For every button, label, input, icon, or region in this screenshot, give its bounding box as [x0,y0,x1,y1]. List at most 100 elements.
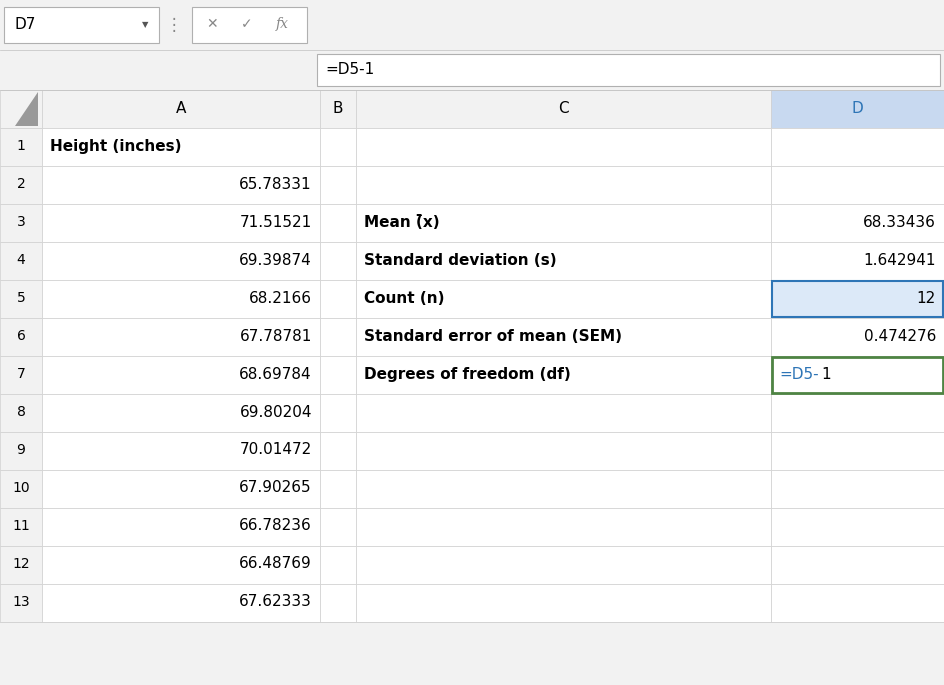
Bar [771,128,944,166]
Text: 8: 8 [17,405,25,419]
Bar [42,204,320,242]
Text: 68.2166: 68.2166 [249,290,312,306]
Bar [0,508,42,546]
Text: 66.78236: 66.78236 [239,519,312,534]
Text: Degrees of freedom (df): Degrees of freedom (df) [364,366,571,382]
Bar [0,204,42,242]
Text: A: A [176,101,186,116]
Bar [771,508,944,546]
Bar [772,357,943,393]
Bar [320,318,356,356]
Bar [356,128,771,166]
Bar [192,7,307,43]
Text: ✕: ✕ [206,17,218,31]
Text: ✓: ✓ [241,17,253,31]
Text: 11: 11 [12,519,30,533]
Text: 9: 9 [17,443,25,457]
Bar [320,204,356,242]
Bar [42,356,320,394]
Bar [320,394,356,432]
Text: 1: 1 [821,366,831,382]
Text: 13: 13 [12,595,30,609]
Bar [0,242,42,280]
Bar [356,204,771,242]
Bar [771,584,944,622]
Bar [42,90,320,128]
Bar [772,281,943,317]
Text: D: D [851,101,864,116]
Text: Standard error of mean (SEM): Standard error of mean (SEM) [364,329,622,343]
Bar [42,394,320,432]
Text: Mean (̄x): Mean (̄x) [364,214,440,229]
Bar [0,90,944,128]
Bar [771,90,944,128]
Bar [42,584,320,622]
Bar [356,432,771,470]
Bar [356,90,771,128]
Bar [356,356,771,394]
Text: 3: 3 [17,215,25,229]
Text: 6: 6 [17,329,25,343]
Bar [771,356,944,394]
Bar [320,242,356,280]
Bar [771,432,944,470]
Text: 65.78331: 65.78331 [240,177,312,192]
Bar [320,166,356,204]
Bar [0,318,42,356]
Text: 5: 5 [17,291,25,305]
Text: 2: 2 [17,177,25,191]
Text: 66.48769: 66.48769 [239,556,312,571]
Bar [320,280,356,318]
Text: 1.642941: 1.642941 [864,253,936,268]
Bar [356,318,771,356]
Text: 68.69784: 68.69784 [240,366,312,382]
Text: 12: 12 [917,290,936,306]
Bar [320,584,356,622]
Bar [0,280,42,318]
Bar [356,280,771,318]
Bar [356,584,771,622]
Text: 69.39874: 69.39874 [239,253,312,268]
Bar [42,166,320,204]
Bar [42,280,320,318]
Text: 67.62333: 67.62333 [239,595,312,610]
Bar [0,432,42,470]
Bar [356,508,771,546]
Bar [320,90,356,128]
Bar [42,508,320,546]
Text: Count (n): Count (n) [364,290,445,306]
Bar [320,356,356,394]
Text: 71.51521: 71.51521 [240,214,312,229]
Text: B: B [332,101,344,116]
Bar [42,242,320,280]
Bar [356,546,771,584]
Text: 69.80204: 69.80204 [240,405,312,419]
Bar [0,546,42,584]
Text: 12: 12 [12,557,30,571]
Text: 70.01472: 70.01472 [240,443,312,458]
Bar [0,128,42,166]
Bar [42,128,320,166]
Bar [771,318,944,356]
Bar [356,470,771,508]
Bar [320,508,356,546]
Bar [0,90,42,128]
Text: =D5-1: =D5-1 [325,62,374,77]
Bar [0,394,42,432]
Bar [771,470,944,508]
Bar [0,356,42,394]
Text: 7: 7 [17,367,25,381]
Polygon shape [15,92,38,126]
Text: 67.78781: 67.78781 [240,329,312,343]
Text: ▼: ▼ [142,21,148,29]
Bar [771,166,944,204]
Bar [771,546,944,584]
Bar [771,242,944,280]
Bar [4,7,159,43]
Bar [320,432,356,470]
Bar [42,546,320,584]
Bar [320,470,356,508]
Text: fx: fx [276,17,289,31]
Bar [0,0,944,50]
Bar [0,166,42,204]
